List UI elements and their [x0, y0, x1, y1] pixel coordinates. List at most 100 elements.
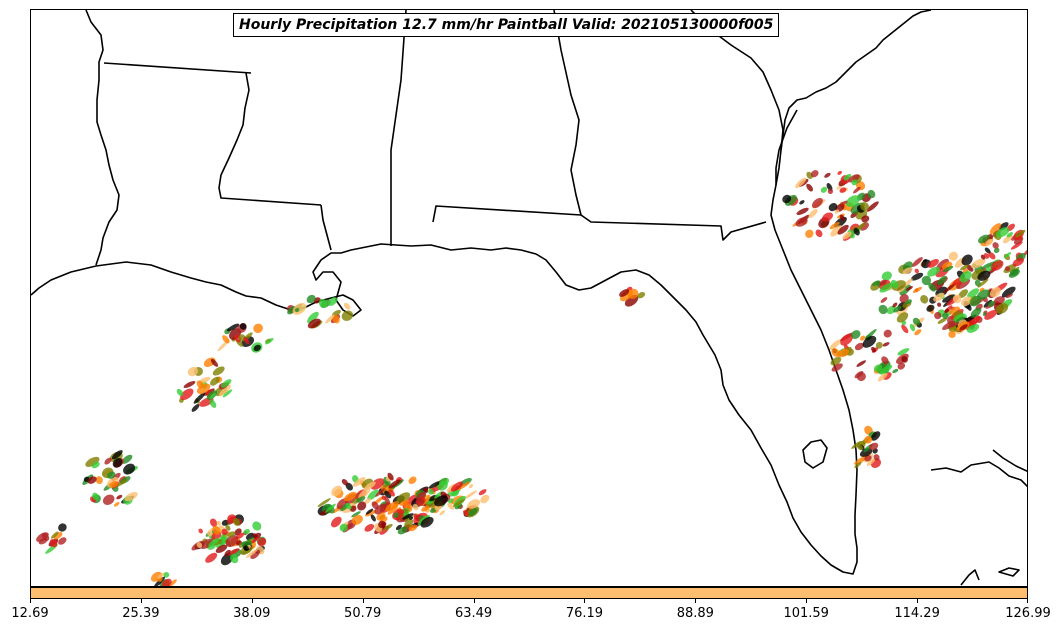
precip-paintball	[212, 366, 225, 376]
precip-paintball	[233, 518, 240, 526]
precip-paintball	[856, 443, 863, 451]
precip-paintball	[984, 309, 998, 320]
precip-paintball	[222, 389, 233, 398]
precip-paintball	[990, 260, 1004, 271]
precip-paintball	[805, 229, 814, 238]
precip-paintball	[909, 323, 916, 332]
colorbar-tick-label: 76.19	[565, 606, 604, 621]
precip-paintball	[905, 299, 912, 305]
precip-paintball	[439, 510, 446, 516]
precip-paintball	[977, 279, 989, 288]
precip-paintball	[971, 258, 986, 269]
precip-paintball	[50, 531, 59, 539]
precip-paintball	[944, 308, 950, 313]
precip-paintball	[995, 227, 1010, 238]
precip-paintball	[927, 266, 940, 277]
precip-paintball	[902, 267, 913, 275]
precip-paintball	[890, 279, 899, 289]
precip-paintball	[811, 197, 823, 209]
precip-paintball	[36, 532, 49, 542]
precip-paintball	[799, 200, 805, 205]
precip-paintball	[905, 286, 913, 291]
precip-paintball	[911, 257, 923, 267]
precip-paintball	[408, 524, 418, 532]
precip-paintball	[872, 280, 881, 287]
atlantic-coastline	[775, 109, 798, 185]
precip-paintball	[221, 528, 228, 536]
precip-paintball	[480, 494, 490, 504]
precip-paintball	[810, 170, 819, 178]
precip-paintball	[382, 524, 393, 531]
precip-paintball	[967, 315, 981, 326]
precip-paintball	[317, 498, 331, 508]
precip-paintball	[912, 317, 921, 326]
precip-paintball	[878, 304, 888, 315]
colorbar-tick	[695, 599, 697, 603]
precip-paintball	[253, 344, 261, 352]
precip-paintball	[198, 528, 203, 534]
precip-paintball	[920, 295, 929, 304]
precip-paintball	[796, 207, 809, 216]
precip-paintball	[983, 253, 990, 259]
precip-paintball	[85, 456, 100, 467]
colorbar-tick-label: 63.49	[454, 606, 493, 621]
precip-paintball	[113, 501, 120, 507]
precip-paintball	[824, 172, 831, 178]
precip-paintball	[352, 477, 366, 487]
precip-paintball	[854, 370, 864, 379]
precip-paintball	[412, 503, 419, 511]
precip-paintball	[827, 188, 834, 194]
precip-paintball	[318, 298, 328, 308]
precip-paintball	[220, 552, 234, 566]
map-panel	[30, 9, 1028, 587]
precip-paintball	[180, 388, 194, 401]
precip-paintball	[851, 330, 861, 340]
precip-paintball	[453, 498, 466, 507]
precip-paintball	[1005, 293, 1013, 299]
precip-paintball	[215, 544, 228, 554]
precip-paintball	[830, 356, 842, 366]
precip-paintball	[883, 329, 892, 338]
precip-paintball	[95, 476, 103, 485]
precip-paintball	[866, 201, 879, 212]
precip-paintball	[837, 348, 850, 358]
precip-paintball	[215, 536, 229, 548]
precip-paintball	[989, 223, 1002, 235]
precip-paintball	[467, 499, 481, 509]
precip-paintball	[370, 514, 376, 522]
colorbar-tick-label: 38.09	[233, 606, 271, 621]
precip-paintball	[252, 521, 262, 531]
precip-paintball	[116, 494, 123, 500]
precip-paintball	[873, 454, 880, 461]
precip-paintball	[840, 200, 848, 206]
precip-paintball	[892, 368, 899, 374]
precip-paintball	[408, 476, 417, 485]
ms-al-border	[390, 10, 407, 246]
precip-paintball	[993, 247, 1000, 254]
precip-paintball	[364, 498, 371, 504]
precip-paintball	[961, 254, 973, 266]
precip-paintball	[942, 265, 954, 273]
precip-paintball	[837, 224, 849, 235]
precip-paintball	[221, 379, 232, 388]
precip-paintball	[227, 531, 236, 538]
precip-paintball	[937, 275, 947, 286]
map-boundaries	[31, 10, 1027, 586]
precip-paintball	[428, 488, 434, 495]
precip-paintball	[325, 503, 336, 513]
precip-paintball	[901, 324, 909, 334]
precipitation-map	[31, 10, 1027, 586]
precip-paintball	[977, 270, 991, 281]
precip-paintball	[351, 514, 363, 525]
ms-internal-border	[218, 72, 322, 206]
precip-paintball	[926, 304, 935, 312]
precip-paintball	[830, 225, 843, 237]
precip-paintball	[914, 268, 919, 274]
precipitation-paintballs	[36, 170, 1027, 586]
precip-paintball	[121, 454, 133, 464]
precip-paintball	[848, 174, 860, 183]
precip-paintball	[867, 189, 876, 199]
precip-paintball	[112, 458, 123, 468]
precip-paintball	[327, 297, 338, 306]
precip-paintball	[325, 314, 335, 324]
